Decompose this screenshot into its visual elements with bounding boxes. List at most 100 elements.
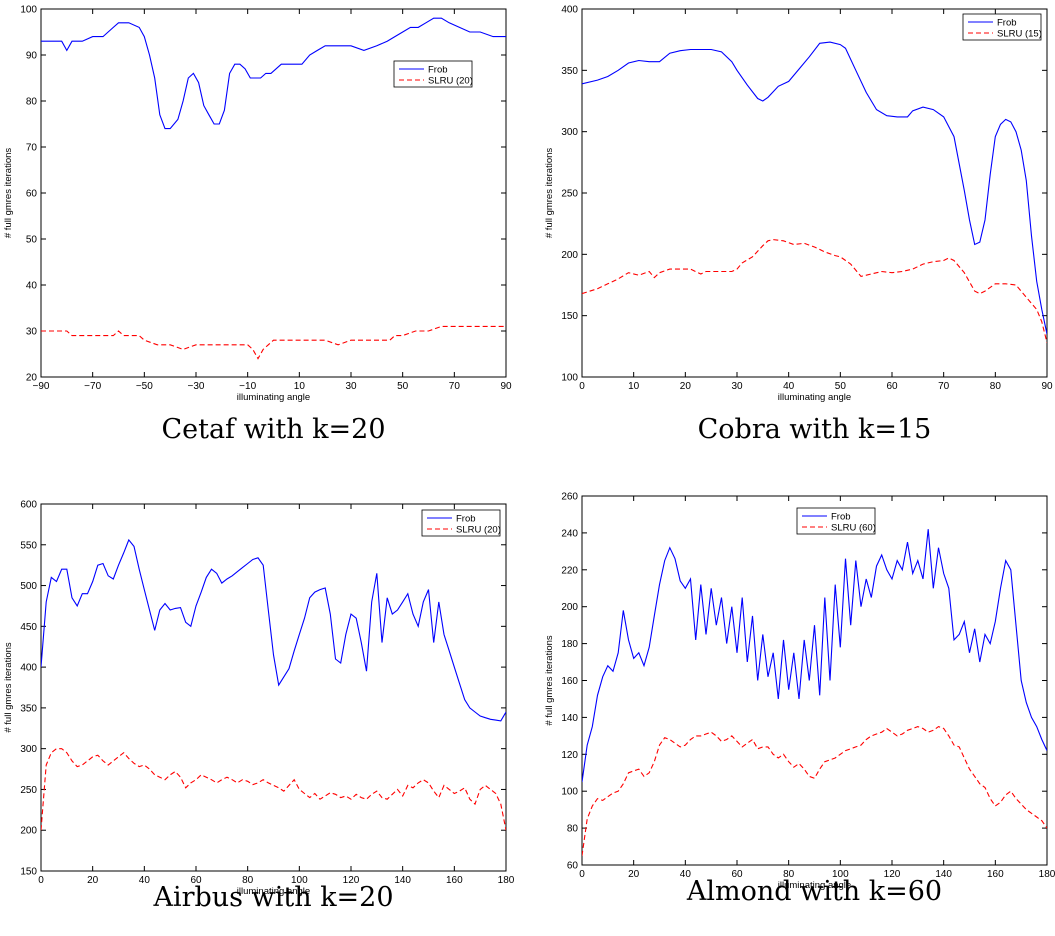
y-tick-label: 40 bbox=[26, 281, 38, 292]
x-tick-label: 30 bbox=[731, 381, 743, 392]
y-tick-label: 300 bbox=[561, 127, 578, 138]
legend-box bbox=[962, 13, 1042, 41]
y-tick-label: 250 bbox=[561, 189, 578, 200]
panel-almond: 0 20 40 60 80 100 120 140 160 180 60 80 100 120 140 160… bbox=[527, 468, 1055, 936]
series-line-frob bbox=[582, 529, 1047, 783]
y-tick-label: 260 bbox=[561, 492, 578, 503]
series-line-slru bbox=[582, 239, 1047, 343]
chart-caption: Cobra with k=15 bbox=[697, 414, 932, 445]
panel-cetaf: −90 −70 −50 −30 −10 10 30 50 70 90 20 30 40 50 60 70 80 9… bbox=[0, 0, 527, 468]
legend-label: Frob bbox=[428, 65, 448, 76]
legend-label: Frob bbox=[831, 512, 851, 523]
x-tick-label: 80 bbox=[242, 875, 254, 886]
legend-label: SLRU (20) bbox=[456, 525, 501, 536]
y-tick-label: 50 bbox=[26, 235, 38, 246]
plot-frame bbox=[40, 503, 507, 872]
y-axis-label: # full gmres iterations bbox=[3, 642, 14, 733]
y-tick-label: 500 bbox=[20, 581, 37, 592]
x-tick-label: 10 bbox=[294, 381, 306, 392]
chart-cetaf: −90 −70 −50 −30 −10 10 30 50 70 90 20 30 40 50 60 70 80 9… bbox=[3, 5, 512, 404]
x-tick-label: 50 bbox=[397, 381, 409, 392]
y-tick-label: 300 bbox=[20, 744, 37, 755]
chart-caption: Almond with k=60 bbox=[686, 876, 943, 907]
y-tick-label: 100 bbox=[561, 373, 578, 384]
y-tick-label: 200 bbox=[20, 826, 37, 837]
y-tick-label: 60 bbox=[567, 861, 579, 872]
y-tick-label: 180 bbox=[561, 639, 578, 650]
x-tick-label: 0 bbox=[579, 869, 585, 880]
y-tick-label: 200 bbox=[561, 250, 578, 261]
y-tick-label: 220 bbox=[561, 565, 578, 576]
x-tick-label: 60 bbox=[886, 381, 898, 392]
y-tick-label: 450 bbox=[20, 622, 37, 633]
y-tick-label: 150 bbox=[561, 311, 578, 322]
y-axis-label: # full gmres iterations bbox=[544, 635, 555, 726]
chart-caption: Airbus with k=20 bbox=[153, 882, 394, 913]
x-tick-label: 140 bbox=[935, 869, 952, 880]
x-tick-label: 180 bbox=[1039, 869, 1055, 880]
x-tick-label: 80 bbox=[783, 869, 795, 880]
y-tick-label: 90 bbox=[26, 51, 38, 62]
x-tick-label: 60 bbox=[731, 869, 743, 880]
x-tick-label: 10 bbox=[628, 381, 640, 392]
plot-frame bbox=[581, 495, 1048, 866]
y-tick-label: 80 bbox=[26, 97, 38, 108]
plot-frame bbox=[581, 8, 1048, 378]
x-tick-label: 140 bbox=[394, 875, 411, 886]
x-tick-label: 160 bbox=[987, 869, 1004, 880]
y-tick-label: 70 bbox=[26, 143, 38, 154]
y-axis-label: # full gmres iterations bbox=[544, 148, 555, 239]
legend-label: SLRU (60) bbox=[831, 523, 876, 534]
chart-almond: 0 20 40 60 80 100 120 140 160 180 60 80 100 120 140 160… bbox=[544, 492, 1055, 892]
y-tick-label: 60 bbox=[26, 189, 38, 200]
y-tick-label: 100 bbox=[20, 5, 37, 16]
y-tick-label: 350 bbox=[561, 66, 578, 77]
x-tick-label: 80 bbox=[990, 381, 1002, 392]
x-tick-label: 30 bbox=[345, 381, 357, 392]
x-axis-label: illuminating angle bbox=[237, 392, 310, 403]
x-tick-label: 100 bbox=[832, 869, 849, 880]
y-tick-label: 160 bbox=[561, 676, 578, 687]
x-tick-label: 90 bbox=[500, 381, 512, 392]
x-tick-label: 70 bbox=[449, 381, 461, 392]
y-tick-label: 100 bbox=[561, 787, 578, 798]
panel-cobra: 0 10 20 30 40 50 60 70 80 90 100 150 200 250 300 350 400… bbox=[527, 0, 1055, 468]
x-tick-label: 40 bbox=[783, 381, 795, 392]
x-tick-label: 60 bbox=[190, 875, 202, 886]
x-tick-label: 120 bbox=[343, 875, 360, 886]
x-tick-label: 180 bbox=[498, 875, 515, 886]
y-tick-label: 250 bbox=[20, 785, 37, 796]
x-tick-label: 160 bbox=[446, 875, 463, 886]
y-tick-label: 350 bbox=[20, 703, 37, 714]
x-tick-label: 70 bbox=[938, 381, 950, 392]
x-tick-label: 0 bbox=[38, 875, 44, 886]
series-line-slru bbox=[582, 725, 1047, 856]
x-axis-label: illuminating angle bbox=[778, 880, 851, 891]
legend-label: Frob bbox=[456, 514, 476, 525]
y-tick-label: 600 bbox=[20, 500, 37, 511]
y-tick-label: 20 bbox=[26, 373, 38, 384]
series-line-slru bbox=[41, 325, 506, 360]
x-axis-label: illuminating angle bbox=[778, 392, 851, 403]
x-tick-label: −10 bbox=[239, 381, 256, 392]
x-tick-label: −90 bbox=[33, 381, 50, 392]
x-tick-label: 120 bbox=[884, 869, 901, 880]
legend-box bbox=[421, 509, 501, 537]
y-tick-label: 120 bbox=[561, 750, 578, 761]
series-line-frob bbox=[41, 17, 506, 130]
legend-label: Frob bbox=[997, 18, 1017, 29]
y-tick-label: 550 bbox=[20, 540, 37, 551]
x-tick-label: 100 bbox=[291, 875, 308, 886]
series-line-frob bbox=[41, 538, 506, 722]
x-tick-label: −50 bbox=[136, 381, 153, 392]
y-tick-label: 150 bbox=[20, 867, 37, 878]
x-axis-label: illuminating angle bbox=[237, 886, 310, 897]
y-tick-label: 30 bbox=[26, 327, 38, 338]
legend-label: SLRU (20) bbox=[428, 76, 473, 87]
x-tick-label: 90 bbox=[1041, 381, 1053, 392]
x-tick-label: −30 bbox=[188, 381, 205, 392]
chart-caption: Cetaf with k=20 bbox=[161, 414, 386, 445]
x-tick-label: 0 bbox=[579, 381, 585, 392]
y-axis-label: # full gmres iterations bbox=[3, 148, 14, 239]
